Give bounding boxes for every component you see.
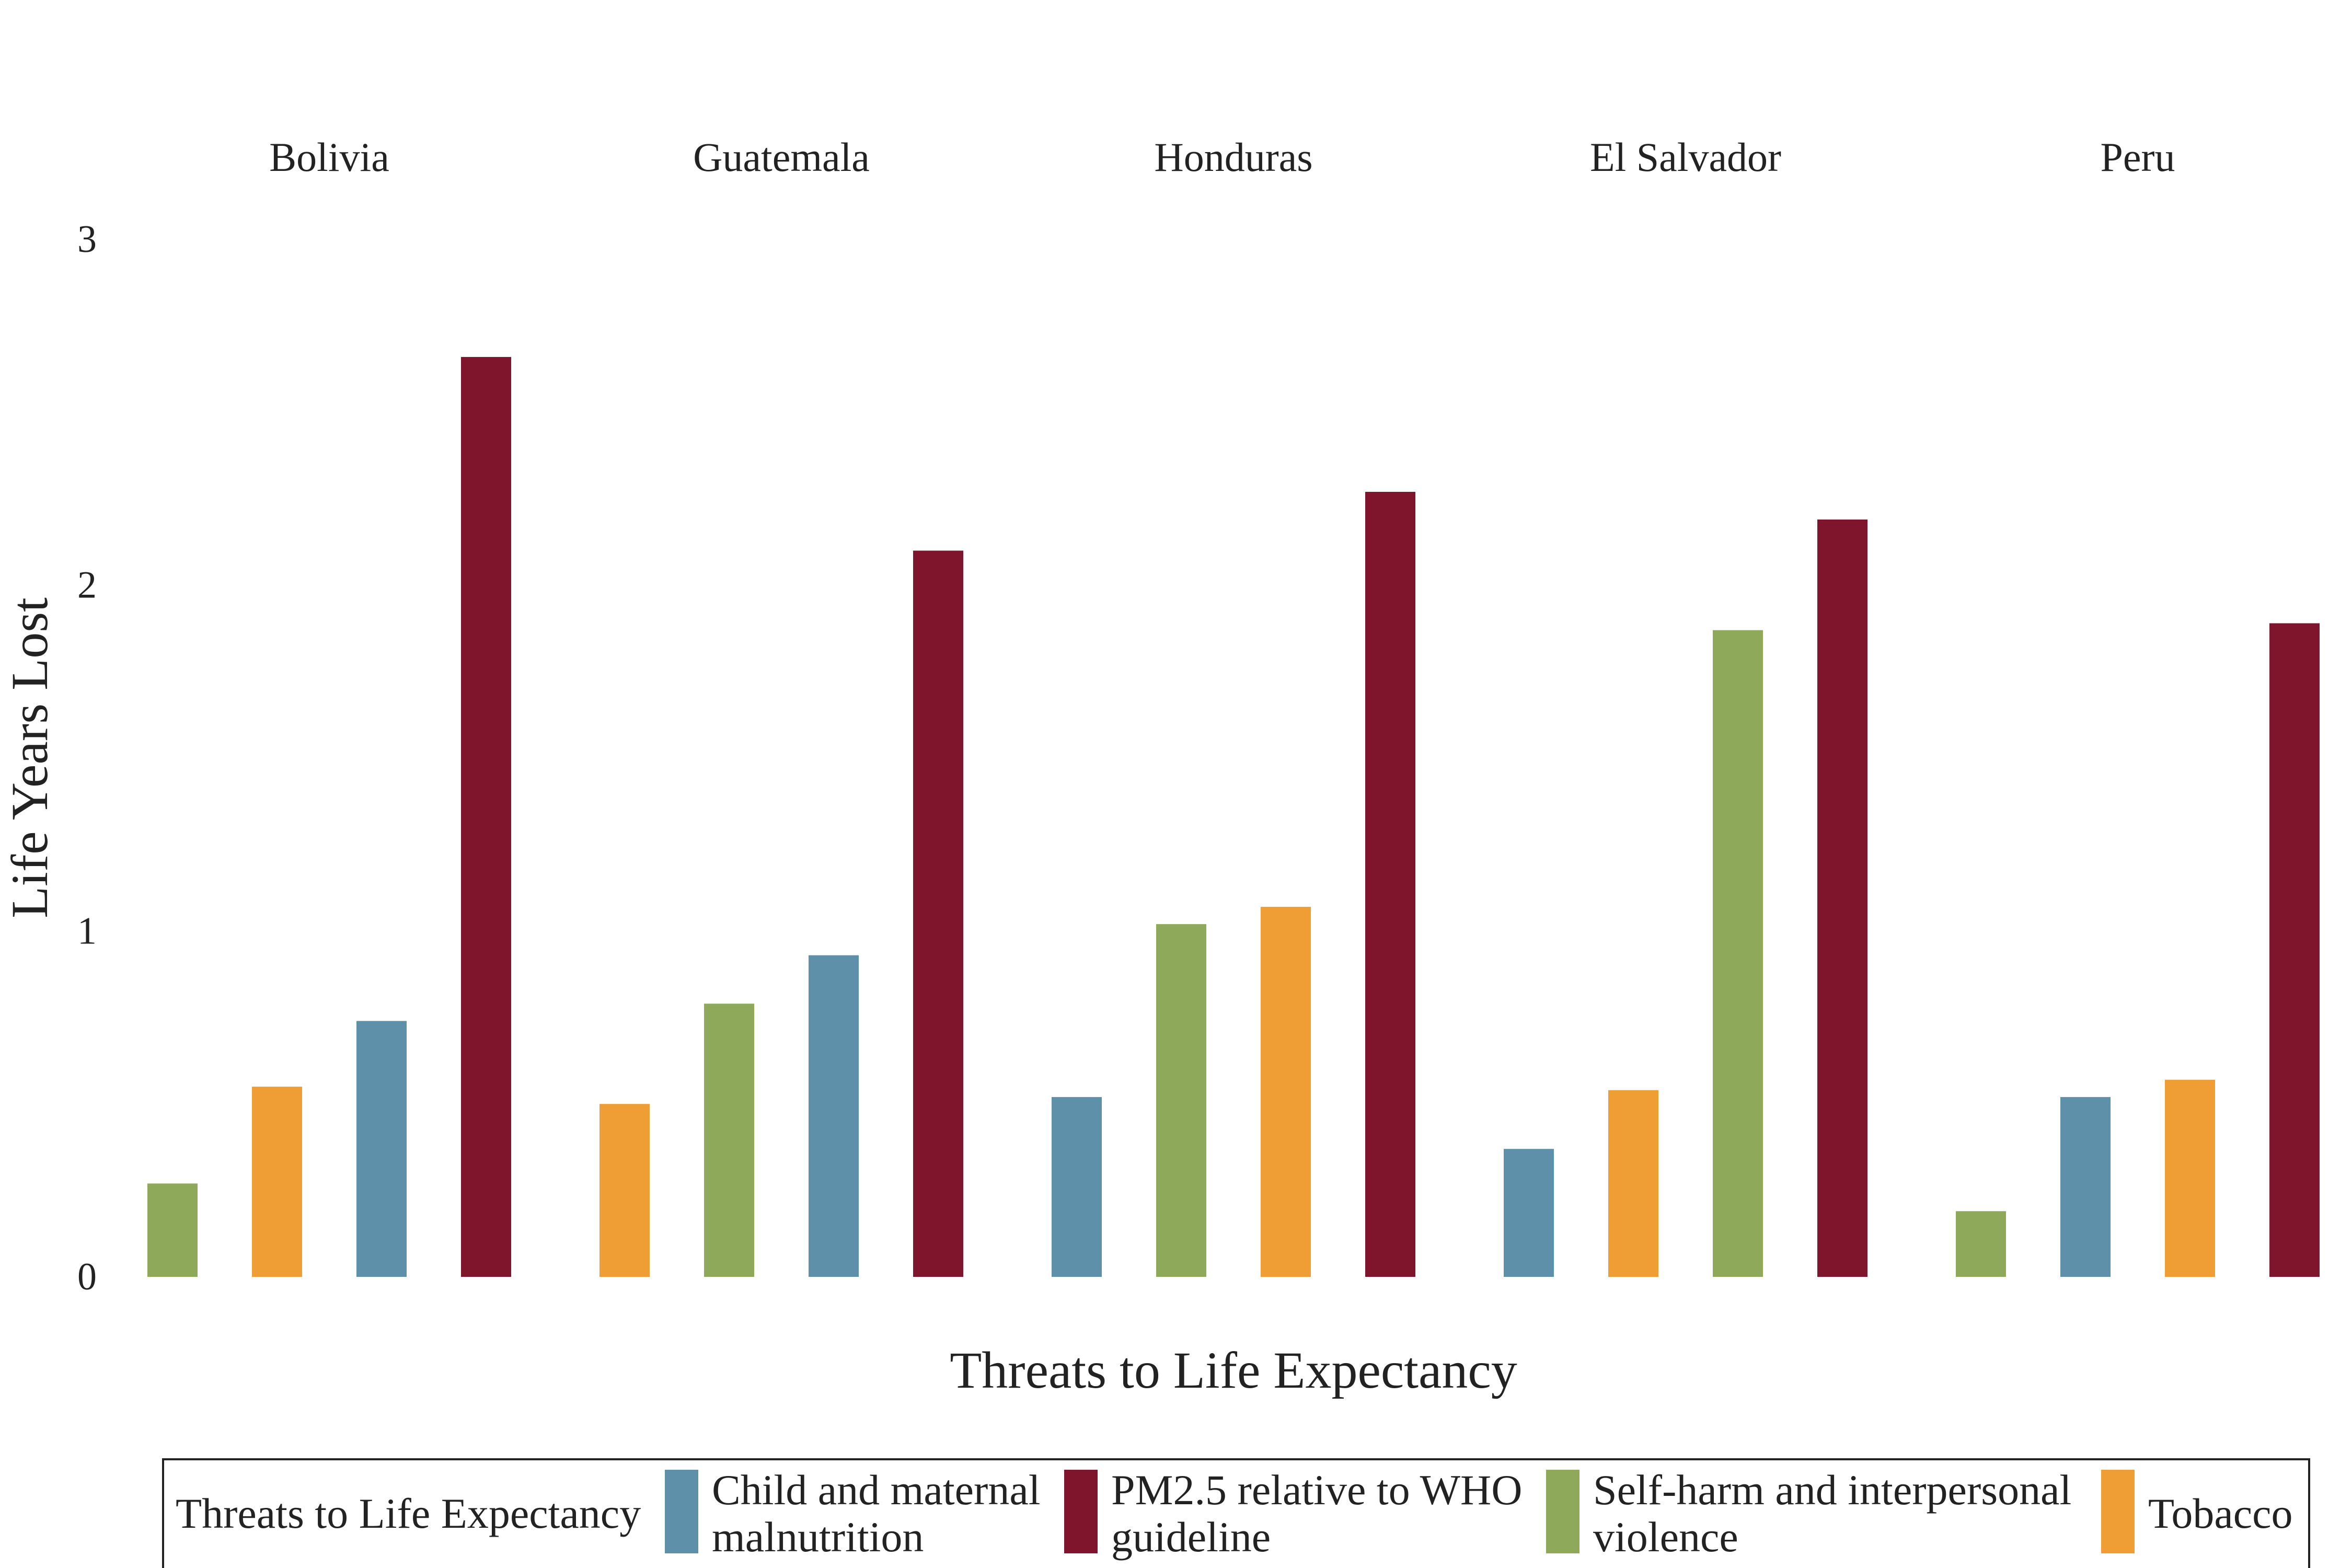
y-axis-title: Life Years Lost	[1, 597, 59, 918]
bar	[1052, 1097, 1102, 1277]
bar	[1504, 1149, 1554, 1277]
bar	[252, 1087, 302, 1277]
legend-label: PM2.5 relative to WHO	[1111, 1466, 1523, 1514]
bar	[1156, 924, 1206, 1277]
bar	[704, 1004, 754, 1277]
x-axis-title: Threats to Life Expectancy	[950, 1341, 1517, 1399]
bar	[2165, 1079, 2215, 1277]
bar	[1365, 492, 1415, 1277]
bar	[1956, 1211, 2006, 1277]
bar	[1261, 907, 1311, 1277]
y-tick-label: 0	[77, 1255, 97, 1298]
bar	[1713, 630, 1763, 1277]
legend: Threats to Life Expectancy Child and mat…	[162, 1458, 2310, 1568]
legend-label: Child and maternal	[712, 1466, 1041, 1514]
bars	[147, 356, 2320, 1277]
legend-swatch	[1064, 1470, 1098, 1553]
legend-label: malnutrition	[712, 1513, 924, 1561]
legend-swatch	[1546, 1470, 1579, 1553]
bar	[809, 955, 859, 1277]
bar	[1608, 1090, 1658, 1277]
legend-label: Tobacco	[2148, 1490, 2293, 1537]
bar	[599, 1104, 650, 1277]
bar	[1817, 519, 1867, 1277]
bar	[147, 1183, 198, 1277]
legend-label: violence	[1593, 1513, 1738, 1561]
legend-swatch	[2101, 1470, 2135, 1553]
bar	[356, 1021, 407, 1277]
bar	[2060, 1097, 2111, 1277]
facet-label: Honduras	[1154, 134, 1312, 180]
bar	[2269, 623, 2320, 1277]
facet-label: El Salvador	[1590, 134, 1781, 180]
y-tick-label: 1	[77, 909, 97, 952]
bar	[913, 550, 963, 1277]
y-tick-label: 3	[77, 218, 97, 261]
legend-border	[162, 1458, 2310, 1568]
legend-title: Threats to Life Expectancy	[176, 1490, 641, 1537]
y-axis-ticks: 0 1 2 3	[77, 218, 97, 1298]
facet-label: Bolivia	[269, 134, 389, 180]
facet-label: Guatemala	[693, 134, 870, 180]
bar	[461, 356, 511, 1277]
legend-swatch	[665, 1470, 698, 1553]
legend-label: guideline	[1111, 1513, 1271, 1561]
facet-label: Peru	[2101, 134, 2175, 180]
facet-labels: Bolivia Guatemala Honduras El Salvador Peru	[269, 134, 2175, 180]
y-tick-label: 2	[77, 564, 97, 607]
legend-label: Self-harm and interpersonal	[1593, 1466, 2071, 1514]
